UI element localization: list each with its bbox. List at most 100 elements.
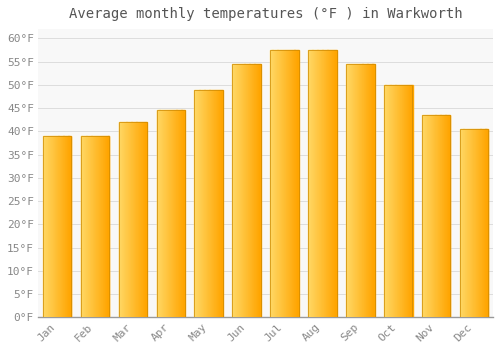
- Bar: [236, 64, 237, 317]
- Bar: [88, 136, 90, 317]
- Bar: [385, 85, 386, 317]
- Bar: [86, 136, 87, 317]
- Bar: [369, 64, 370, 317]
- Bar: [430, 115, 432, 317]
- Bar: [439, 115, 440, 317]
- Bar: [398, 85, 399, 317]
- Bar: [444, 115, 445, 317]
- Bar: [158, 111, 159, 317]
- Bar: [460, 129, 488, 317]
- Bar: [64, 136, 65, 317]
- Bar: [161, 111, 162, 317]
- Bar: [361, 64, 362, 317]
- Bar: [332, 50, 333, 317]
- Bar: [392, 85, 394, 317]
- Bar: [422, 115, 424, 317]
- Bar: [62, 136, 63, 317]
- Bar: [389, 85, 390, 317]
- Bar: [409, 85, 410, 317]
- Bar: [429, 115, 430, 317]
- Bar: [100, 136, 102, 317]
- Bar: [214, 90, 215, 317]
- Bar: [359, 64, 360, 317]
- Bar: [94, 136, 95, 317]
- Bar: [298, 50, 299, 317]
- Bar: [366, 64, 367, 317]
- Bar: [201, 90, 202, 317]
- Bar: [335, 50, 336, 317]
- Bar: [123, 122, 124, 317]
- Bar: [85, 136, 86, 317]
- Bar: [238, 64, 239, 317]
- Bar: [404, 85, 406, 317]
- Bar: [50, 136, 51, 317]
- Bar: [216, 90, 218, 317]
- Bar: [424, 115, 425, 317]
- Bar: [329, 50, 330, 317]
- Bar: [436, 115, 437, 317]
- Bar: [203, 90, 204, 317]
- Bar: [99, 136, 100, 317]
- Bar: [310, 50, 311, 317]
- Bar: [243, 64, 244, 317]
- Bar: [258, 64, 260, 317]
- Bar: [183, 111, 184, 317]
- Bar: [368, 64, 369, 317]
- Bar: [334, 50, 336, 317]
- Bar: [66, 136, 67, 317]
- Bar: [241, 64, 242, 317]
- Bar: [47, 136, 48, 317]
- Bar: [65, 136, 66, 317]
- Bar: [54, 136, 55, 317]
- Bar: [208, 90, 209, 317]
- Bar: [384, 85, 385, 317]
- Bar: [462, 129, 463, 317]
- Bar: [291, 50, 292, 317]
- Bar: [255, 64, 256, 317]
- Bar: [244, 64, 246, 317]
- Bar: [292, 50, 293, 317]
- Bar: [256, 64, 258, 317]
- Bar: [58, 136, 59, 317]
- Bar: [371, 64, 372, 317]
- Bar: [252, 64, 253, 317]
- Bar: [390, 85, 391, 317]
- Bar: [273, 50, 274, 317]
- Bar: [348, 64, 349, 317]
- Bar: [272, 50, 273, 317]
- Bar: [354, 64, 356, 317]
- Bar: [477, 129, 478, 317]
- Bar: [283, 50, 284, 317]
- Bar: [127, 122, 128, 317]
- Bar: [206, 90, 208, 317]
- Bar: [83, 136, 84, 317]
- Bar: [43, 136, 44, 317]
- Bar: [168, 111, 170, 317]
- Bar: [202, 90, 203, 317]
- Bar: [211, 90, 212, 317]
- Bar: [437, 115, 438, 317]
- Bar: [98, 136, 100, 317]
- Bar: [102, 136, 103, 317]
- Bar: [236, 64, 238, 317]
- Bar: [46, 136, 47, 317]
- Bar: [43, 136, 72, 317]
- Bar: [213, 90, 214, 317]
- Bar: [318, 50, 319, 317]
- Bar: [92, 136, 93, 317]
- Bar: [156, 111, 158, 317]
- Bar: [96, 136, 97, 317]
- Bar: [294, 50, 296, 317]
- Bar: [135, 122, 136, 317]
- Bar: [232, 64, 233, 317]
- Bar: [465, 129, 466, 317]
- Bar: [170, 111, 171, 317]
- Bar: [69, 136, 70, 317]
- Bar: [276, 50, 277, 317]
- Bar: [160, 111, 161, 317]
- Bar: [399, 85, 400, 317]
- Bar: [427, 115, 428, 317]
- Bar: [103, 136, 104, 317]
- Bar: [258, 64, 259, 317]
- Bar: [166, 111, 168, 317]
